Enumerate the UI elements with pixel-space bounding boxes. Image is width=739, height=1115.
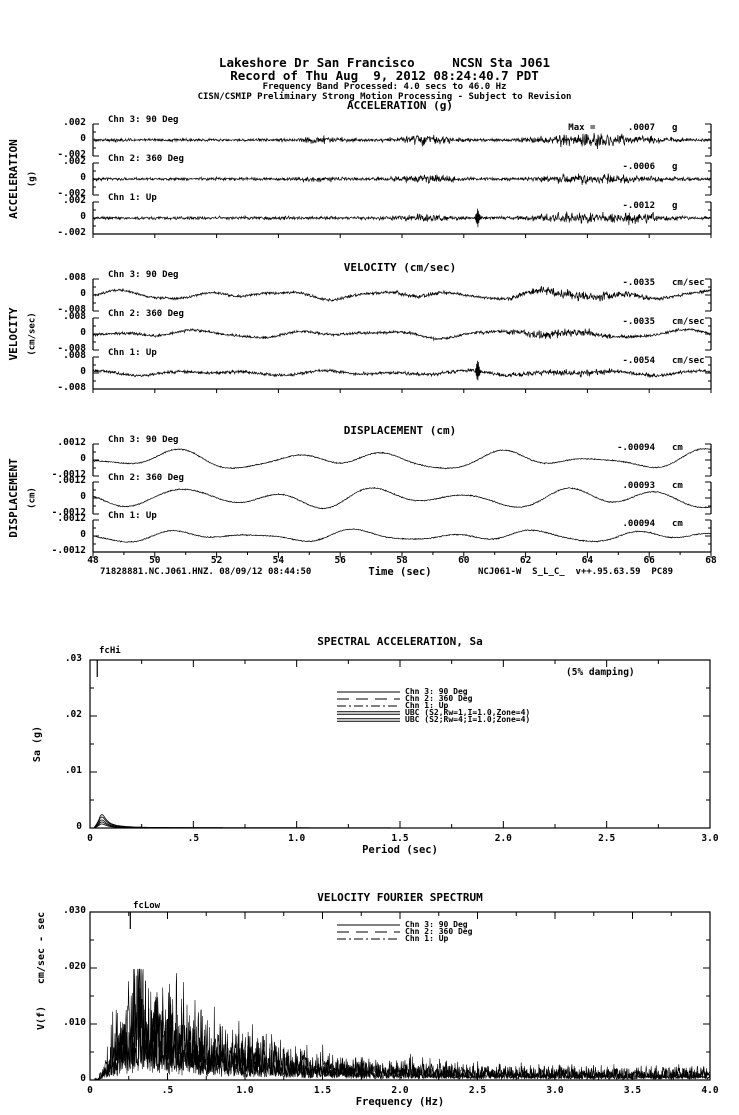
seismic-trace bbox=[92, 132, 712, 150]
seismic-trace bbox=[92, 208, 712, 228]
seismic-trace bbox=[92, 285, 712, 303]
seismic-trace bbox=[92, 173, 712, 186]
sa-curve bbox=[93, 819, 710, 829]
seismic-trace bbox=[92, 486, 711, 510]
sa-curve bbox=[93, 814, 710, 829]
seismic-trace bbox=[92, 327, 712, 342]
sa-curve bbox=[93, 821, 710, 829]
seismic-trace bbox=[92, 528, 712, 543]
plot-frame bbox=[89, 659, 711, 829]
fourier-spectrum-trace bbox=[94, 987, 711, 1081]
seismic-trace bbox=[92, 360, 712, 381]
sa-curve bbox=[93, 816, 710, 829]
seismic-trace bbox=[92, 448, 711, 470]
